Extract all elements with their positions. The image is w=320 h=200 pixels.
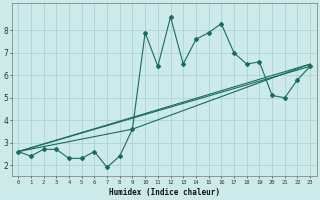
X-axis label: Humidex (Indice chaleur): Humidex (Indice chaleur): [109, 188, 220, 197]
